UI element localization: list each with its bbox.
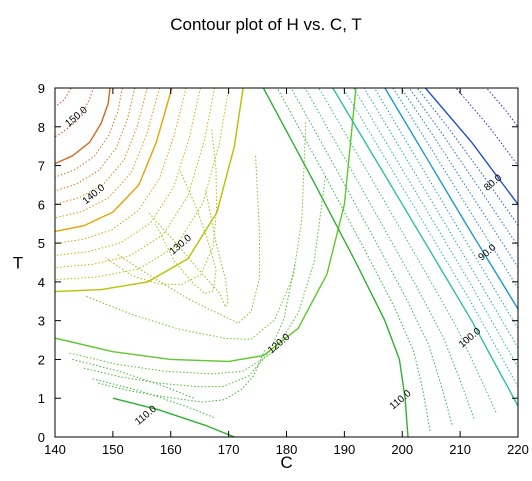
contour-line-minor xyxy=(276,88,431,431)
contour-line-minor xyxy=(72,358,195,399)
contour-line-minor xyxy=(55,88,148,205)
contour-line-minor xyxy=(55,88,187,244)
y-tick-label: 4 xyxy=(38,275,45,290)
contour-line-minor xyxy=(55,88,136,192)
x-tick-label: 160 xyxy=(160,442,182,457)
contour-label: 110.0 xyxy=(388,388,414,412)
contour-line-minor xyxy=(455,88,518,167)
y-tick-label: 5 xyxy=(38,236,45,251)
contour-line-minor xyxy=(363,88,518,349)
contour-line-minor xyxy=(55,88,160,219)
contour-line-minor xyxy=(55,88,94,138)
y-tick-label: 6 xyxy=(38,197,45,212)
contour-line-minor xyxy=(416,88,518,226)
x-tick-label: 150 xyxy=(102,442,124,457)
contour-line-minor xyxy=(55,88,230,281)
contour-line-minor xyxy=(98,349,266,403)
contour-label: 150.0 xyxy=(63,105,90,130)
contour-line-minor xyxy=(55,88,201,256)
x-tick-label: 220 xyxy=(507,442,529,457)
contour-line-minor xyxy=(374,88,518,329)
x-tick-label: 180 xyxy=(276,442,298,457)
contour-line-minor xyxy=(92,378,215,419)
contour-line-120.0 xyxy=(55,88,357,363)
y-tick-label: 0 xyxy=(38,430,45,445)
contour-line-minor xyxy=(516,88,518,90)
contour-line-minor xyxy=(318,88,497,413)
x-tick-label: 140 xyxy=(44,442,66,457)
y-tick-label: 8 xyxy=(38,120,45,135)
x-tick-label: 190 xyxy=(334,442,356,457)
y-tick-label: 3 xyxy=(38,314,45,329)
y-tick-label: 9 xyxy=(38,81,45,96)
contour-line-minor xyxy=(392,88,518,289)
contour-line-minor xyxy=(408,88,518,247)
chart-title: Contour plot of H vs. C, T xyxy=(170,15,362,34)
contour-line-minor xyxy=(104,129,218,286)
x-tick-label: 200 xyxy=(391,442,413,457)
contour-line-minor xyxy=(55,88,123,178)
contour-line-minor xyxy=(342,88,518,387)
contour-line-minor xyxy=(86,121,307,340)
contour-line-minor xyxy=(304,88,475,419)
y-tick-label: 1 xyxy=(38,391,45,406)
contour-line-110.0 xyxy=(262,88,409,437)
contour-line-minor xyxy=(485,88,518,128)
contour-line-150.0 xyxy=(55,88,111,165)
contour-line-minor xyxy=(353,88,518,368)
x-tick-label: 170 xyxy=(218,442,240,457)
contour-line-minor xyxy=(55,88,216,268)
y-tick-label: 2 xyxy=(38,352,45,367)
x-tick-label: 210 xyxy=(449,442,471,457)
y-tick-label: 7 xyxy=(38,159,45,174)
contour-line-minor xyxy=(83,262,296,388)
contour-line-90.0 xyxy=(384,88,518,310)
contour-line-minor xyxy=(290,88,453,425)
contour-line-80.0 xyxy=(424,88,518,205)
contour-label: 140.0 xyxy=(81,182,108,207)
contour-line-minor xyxy=(117,155,260,324)
contour-label: 130.0 xyxy=(168,233,195,258)
contour-line-100.0 xyxy=(332,88,518,407)
x-axis-label: C xyxy=(280,453,292,472)
contour-line-minor xyxy=(148,189,229,309)
contour-line-minor xyxy=(69,175,327,375)
y-axis-label: T xyxy=(13,254,23,273)
plot-frame xyxy=(54,87,519,438)
contour-label: 100.0 xyxy=(457,326,484,351)
contour-line-minor xyxy=(154,171,217,295)
contour-line-110.0 xyxy=(112,397,235,437)
contour-line-140.0 xyxy=(55,88,173,233)
contour-line-130.0 xyxy=(55,88,244,293)
